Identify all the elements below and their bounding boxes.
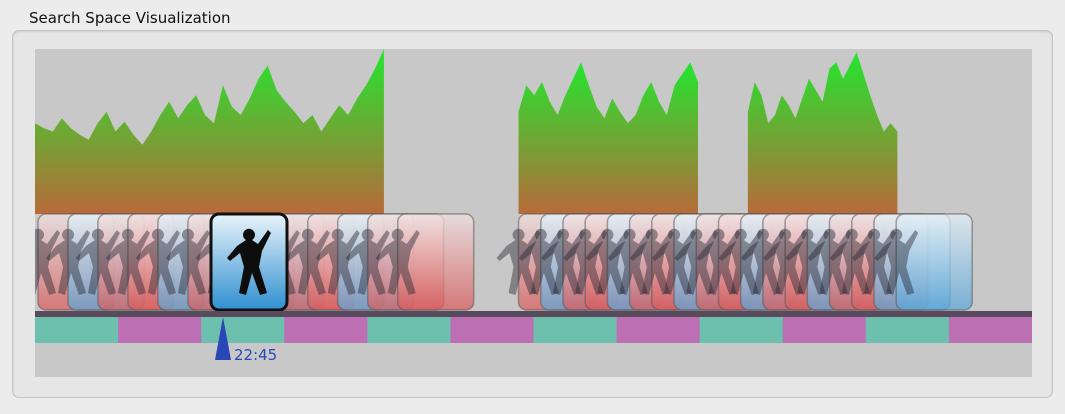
histogram-cluster (518, 62, 699, 215)
search-space-visualization[interactable]: 22:45 (35, 49, 1032, 377)
athlete-silhouette-icon (563, 228, 608, 295)
timeline-segment[interactable] (782, 317, 867, 343)
athlete-silhouette-icon (46, 228, 91, 295)
timeline-segment[interactable] (367, 317, 451, 343)
timeline-segment[interactable] (533, 317, 618, 343)
athlete-silhouette-icon (375, 228, 420, 295)
thumbnail-strip[interactable] (35, 212, 973, 312)
timeline-segment[interactable] (948, 317, 1032, 343)
timeline-segment[interactable] (450, 317, 534, 343)
athlete-silhouette-icon (807, 228, 852, 295)
timeline-segment[interactable] (865, 317, 950, 343)
athlete-silhouette-icon (135, 228, 180, 295)
athlete-silhouette-icon (285, 228, 330, 295)
thumbnail-frame (895, 213, 973, 311)
timeline-segment[interactable] (616, 317, 701, 343)
athlete-silhouette-icon (763, 228, 808, 295)
athlete-silhouette-icon (75, 228, 120, 295)
athlete-silhouette-icon (35, 228, 61, 295)
athlete-silhouette-icon (718, 228, 763, 295)
timeline-segment[interactable] (201, 317, 285, 343)
timeline-segment[interactable] (699, 317, 784, 343)
panel-title: Search Space Visualization (29, 9, 231, 27)
athlete-silhouette-icon (652, 228, 697, 295)
activity-histogram (35, 49, 898, 215)
thumbnail[interactable] (375, 213, 475, 311)
athlete-silhouette-icon (585, 228, 630, 295)
athlete-silhouette-icon (607, 228, 652, 295)
athlete-silhouette-icon (345, 228, 390, 295)
playhead-marker-icon[interactable] (215, 317, 231, 360)
histogram-cluster (35, 49, 384, 214)
athlete-silhouette-icon (829, 228, 874, 295)
playhead[interactable]: 22:45 (215, 317, 277, 364)
athlete-silhouette-icon (629, 228, 674, 295)
athlete-silhouette-icon (227, 228, 271, 295)
thumbnail-selected[interactable] (209, 212, 289, 312)
athlete-silhouette-icon (541, 228, 586, 295)
athlete-silhouette-icon (852, 228, 897, 295)
athlete-silhouette-icon (518, 228, 563, 295)
histogram-cluster (747, 52, 898, 214)
athlete-silhouette-icon (165, 228, 210, 295)
athlete-silhouette-icon (105, 228, 150, 295)
athlete-silhouette-icon (496, 228, 541, 295)
timeline-segment[interactable] (284, 317, 368, 343)
thumbnail-frame (396, 213, 475, 311)
athlete-silhouette-icon (674, 228, 719, 295)
athlete-silhouette-icon (740, 228, 785, 295)
timeline-rail (35, 311, 1032, 317)
athlete-silhouette-icon (874, 228, 919, 295)
timeline-segment[interactable] (35, 317, 119, 343)
playhead-time-label: 22:45 (234, 346, 277, 364)
timeline-segment[interactable] (118, 317, 202, 343)
athlete-silhouette-icon (315, 228, 360, 295)
thumbnail[interactable] (874, 213, 973, 311)
timeline-segments[interactable] (35, 317, 1032, 343)
athlete-silhouette-icon (696, 228, 741, 295)
athlete-silhouette-icon (785, 228, 830, 295)
